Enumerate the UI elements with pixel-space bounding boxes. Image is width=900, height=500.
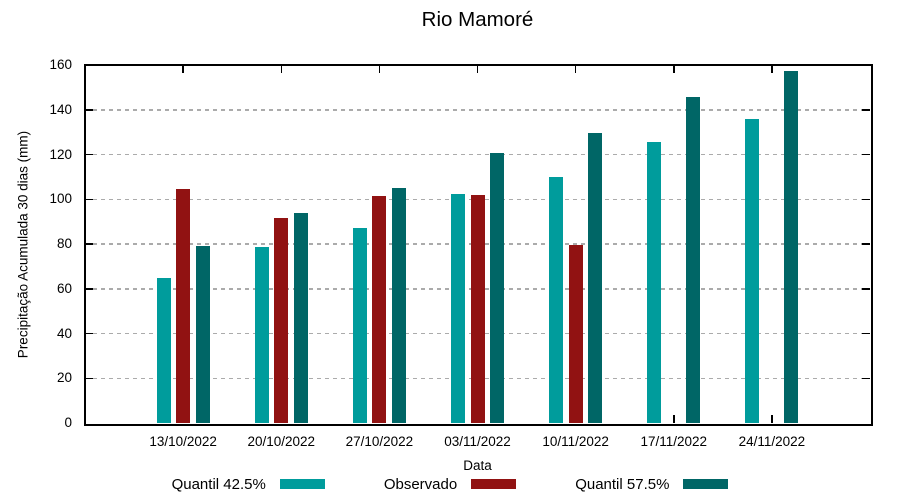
chart-title: Rio Mamoré [421, 8, 534, 31]
y-tick-left-100 [85, 198, 93, 200]
bar-observado-03/11/2022 [470, 194, 485, 423]
legend-swatch-1 [471, 478, 517, 490]
bar-quantil-42.5--03/11/2022 [451, 193, 465, 423]
bar-quantil-57.5--13/10/2022 [195, 246, 210, 423]
y-tick-right-20 [862, 377, 870, 379]
y-tick-left-20 [85, 377, 93, 379]
legend-item-1: Observado [383, 475, 517, 493]
y-tick-label-100: 100 [49, 191, 72, 207]
y-tick-right-80 [862, 243, 870, 245]
x-tick-top-4 [574, 65, 577, 73]
bar-quantil-42.5--17/11/2022 [647, 142, 662, 423]
bar-quantil-42.5--10/11/2022 [549, 176, 564, 423]
plot-area [84, 64, 873, 426]
legend-swatch-2 [683, 478, 729, 490]
x-tick-bottom-5 [673, 415, 675, 423]
y-tick-right-60 [862, 288, 870, 290]
bar-quantil-42.5--13/10/2022 [156, 277, 171, 423]
x-tick-bottom-6 [771, 415, 773, 423]
bar-observado-20/10/2022 [274, 218, 289, 423]
y-tick-right-120 [862, 153, 870, 156]
y-tick-label-160: 160 [49, 57, 72, 72]
y-tick-label-140: 140 [49, 101, 72, 117]
legend-label-2: Quantil 57.5% [575, 475, 670, 493]
y-tick-right-100 [862, 198, 870, 200]
x-axis-label: Data [463, 458, 492, 473]
x-tick-top-6 [771, 65, 773, 73]
legend-label-1: Observado [383, 475, 458, 493]
x-tick-label-4: 10/11/2022 [542, 434, 609, 449]
bar-quantil-57.5--10/11/2022 [588, 133, 603, 423]
y-tick-right-140 [862, 109, 870, 111]
x-tick-label-6: 24/11/2022 [738, 434, 806, 449]
gridline-140 [85, 109, 870, 111]
x-tick-label-0: 13/10/2022 [149, 434, 217, 449]
y-tick-label-20: 20 [56, 370, 72, 386]
legend-item-0: Quantil 42.5% [172, 476, 325, 493]
x-tick-label-2: 27/10/2022 [345, 434, 414, 449]
y-tick-left-80 [85, 243, 93, 245]
x-tick-label-1: 20/10/2022 [247, 434, 316, 449]
bar-observado-27/10/2022 [372, 195, 387, 423]
x-tick-label-5: 17/11/2022 [640, 434, 708, 449]
y-tick-label-0: 0 [64, 415, 72, 430]
legend-item-2: Quantil 57.5% [575, 475, 729, 493]
legend-label-0: Quantil 42.5% [171, 475, 266, 493]
y-tick-right-40 [862, 332, 870, 335]
bar-quantil-57.5--20/10/2022 [293, 212, 308, 423]
bar-quantil-42.5--24/11/2022 [745, 118, 760, 423]
x-tick-top-1 [280, 65, 282, 73]
y-tick-left-60 [85, 288, 93, 290]
y-tick-label-120: 120 [49, 146, 72, 162]
bar-quantil-57.5--24/11/2022 [784, 70, 799, 423]
bar-observado-13/10/2022 [176, 189, 191, 423]
bar-quantil-57.5--27/10/2022 [391, 188, 406, 423]
x-tick-label-3: 03/11/2022 [444, 434, 511, 449]
x-tick-top-5 [673, 65, 675, 73]
legend-swatch-0 [279, 478, 325, 490]
y-tick-left-120 [85, 153, 93, 156]
y-tick-left-140 [85, 109, 93, 111]
x-tick-top-0 [182, 65, 184, 73]
y-tick-label-40: 40 [56, 325, 72, 341]
bar-observado-10/11/2022 [568, 245, 583, 423]
legend: Quantil 42.5% Observado Quantil 57.5% [0, 473, 900, 495]
bar-quantil-42.5--20/10/2022 [254, 247, 269, 423]
bar-quantil-57.5--03/11/2022 [490, 153, 504, 423]
y-tick-label-60: 60 [56, 280, 72, 296]
x-tick-top-3 [476, 65, 479, 73]
bar-quantil-42.5--27/10/2022 [352, 228, 367, 423]
gridline-120 [85, 153, 870, 156]
bar-quantil-57.5--17/11/2022 [686, 97, 701, 423]
x-tick-top-2 [378, 65, 381, 73]
y-tick-label-80: 80 [56, 236, 72, 251]
y-tick-left-40 [85, 332, 93, 335]
